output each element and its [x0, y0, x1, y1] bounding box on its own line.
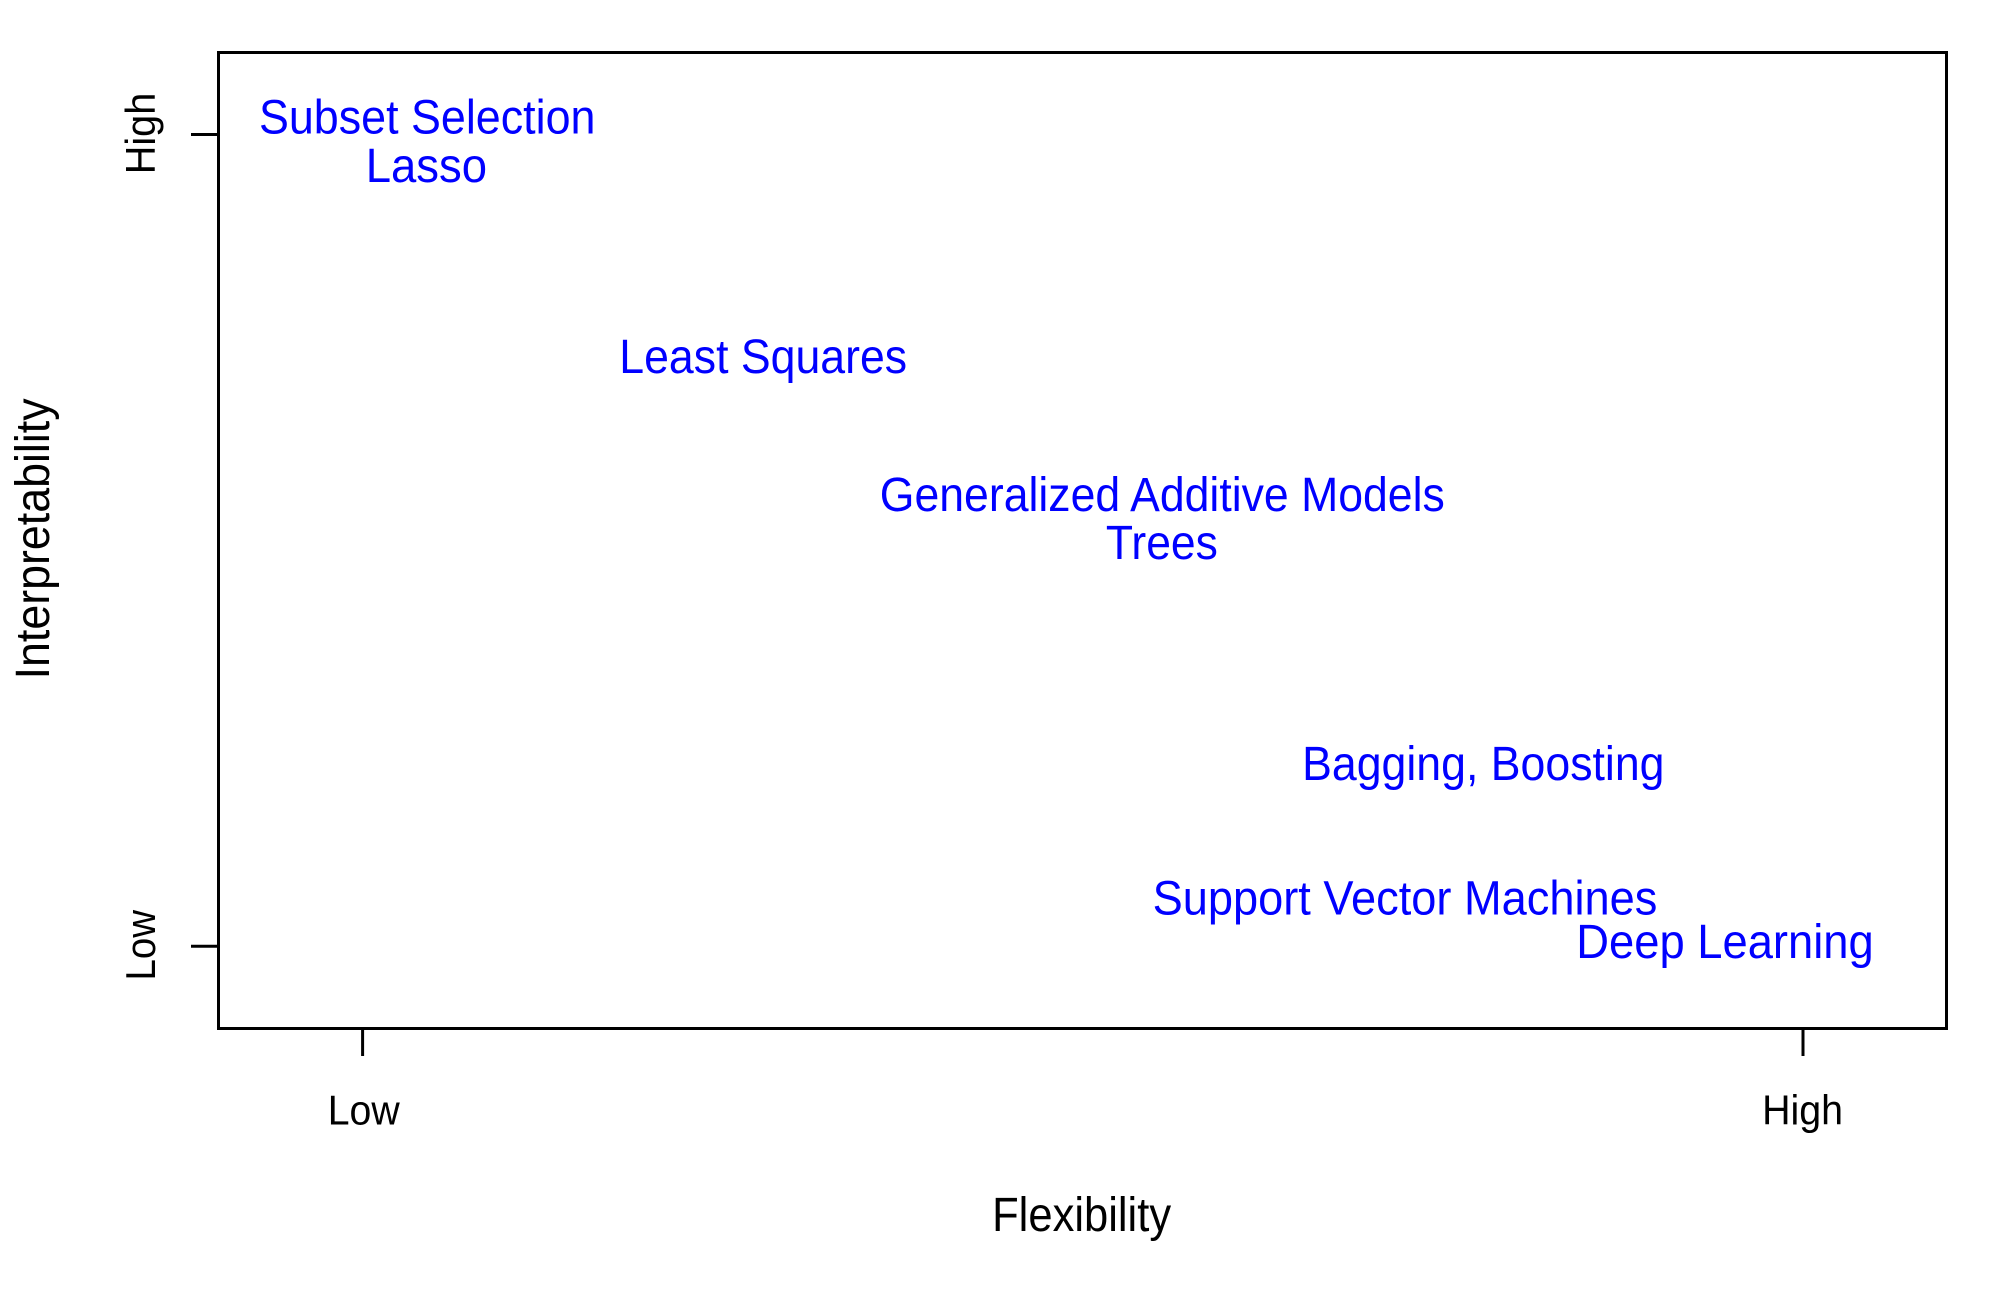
- svg-text:High: High: [1762, 1087, 1843, 1134]
- svg-text:Subset Selection: Subset Selection: [259, 91, 596, 144]
- svg-text:Deep Learning: Deep Learning: [1576, 916, 1874, 969]
- svg-text:Generalized Additive Models: Generalized Additive Models: [880, 469, 1445, 522]
- svg-text:Interpretability: Interpretability: [7, 398, 60, 679]
- svg-text:Low: Low: [117, 909, 164, 980]
- svg-text:Lasso: Lasso: [366, 140, 487, 193]
- svg-text:Trees: Trees: [1106, 517, 1218, 570]
- svg-text:Least Squares: Least Squares: [619, 331, 907, 384]
- svg-text:Flexibility: Flexibility: [992, 1189, 1171, 1242]
- svg-text:High: High: [117, 93, 164, 175]
- svg-text:Bagging, Boosting: Bagging, Boosting: [1302, 738, 1664, 791]
- svg-text:Support Vector Machines: Support Vector Machines: [1153, 873, 1658, 926]
- svg-text:Low: Low: [328, 1087, 401, 1134]
